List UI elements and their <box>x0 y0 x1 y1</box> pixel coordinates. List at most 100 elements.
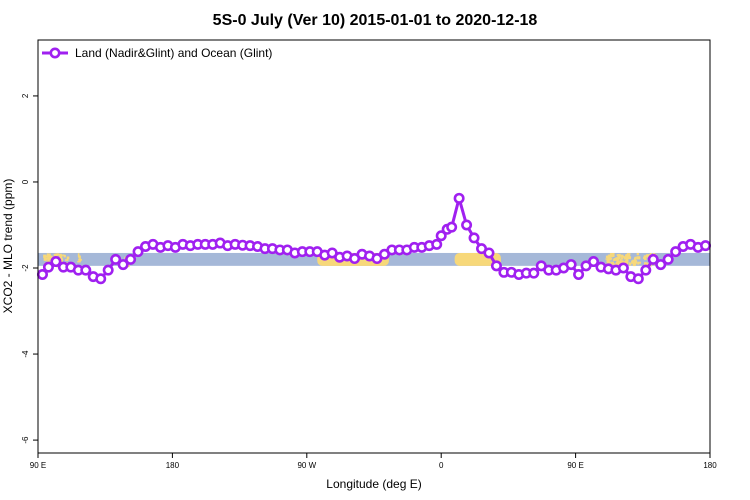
x-tick-label: 180 <box>703 461 717 470</box>
land-speck <box>607 254 610 258</box>
data-point <box>647 253 659 265</box>
data-point <box>435 230 447 242</box>
data-point <box>117 259 129 271</box>
land-speck <box>46 253 49 255</box>
legend: Land (Nadir&Glint) and Ocean (Glint) <box>42 46 272 60</box>
land-speck <box>43 256 47 261</box>
land-speck <box>63 254 66 258</box>
data-point <box>110 253 122 265</box>
land-speck <box>636 252 639 256</box>
x-tick-label: 180 <box>166 461 180 470</box>
land-speck <box>56 253 59 256</box>
data-point <box>80 264 92 276</box>
land-speck <box>616 260 620 265</box>
land-speck <box>620 257 624 260</box>
land-speck <box>611 261 614 265</box>
land-speck <box>615 263 617 266</box>
land-speck <box>613 258 616 261</box>
data-point <box>125 253 137 265</box>
land-speck <box>631 260 634 264</box>
land-speck <box>628 262 632 266</box>
land-speck <box>59 254 63 257</box>
data-point <box>573 268 585 280</box>
land-speck <box>79 258 82 262</box>
data-point <box>670 246 682 258</box>
x-tick-label: 0 <box>439 461 444 470</box>
data-point <box>617 262 629 274</box>
legend-entry: Land (Nadir&Glint) and Ocean (Glint) <box>75 46 272 60</box>
land-speck <box>623 256 628 260</box>
data-point <box>132 246 144 258</box>
land-speck <box>47 256 49 260</box>
x-tick-label: 90 W <box>297 461 316 470</box>
x-axis-label: Longitude (deg E) <box>326 477 421 491</box>
land-speck <box>43 254 47 258</box>
x-tick-label: 90 E <box>30 461 46 470</box>
land-speck <box>66 258 69 262</box>
land-speck <box>605 258 609 260</box>
land-speck <box>643 256 647 260</box>
y-tick-label: 2 <box>21 93 30 98</box>
data-point <box>461 219 473 231</box>
data-point <box>95 273 107 285</box>
land-speck <box>610 254 613 258</box>
data-point <box>632 273 644 285</box>
land-speck <box>643 255 648 258</box>
land-speck <box>645 254 648 257</box>
data-point <box>700 240 712 252</box>
land-speck <box>46 253 51 258</box>
land-speck <box>617 255 620 258</box>
land-speck <box>609 256 611 260</box>
y-tick-label: -6 <box>21 436 30 444</box>
land-speck <box>620 255 625 258</box>
land-speck <box>77 260 81 263</box>
y-tick-label: -4 <box>21 350 30 358</box>
land-speck <box>647 254 651 258</box>
plot-frame <box>37 39 711 454</box>
data-point <box>662 253 674 265</box>
data-point <box>490 260 502 272</box>
x-axis: 90 E 180 90 W 0 90 E 180 <box>30 453 717 470</box>
data-point <box>588 256 600 268</box>
land-speck <box>66 256 70 260</box>
y-tick-label: 0 <box>21 179 30 184</box>
data-point <box>102 264 114 276</box>
legend-marker-icon <box>49 47 61 59</box>
data-point <box>468 232 480 244</box>
land-speck <box>78 255 81 259</box>
data-point <box>50 256 62 268</box>
land-speck <box>616 258 618 262</box>
data-point <box>528 267 540 279</box>
land-speck <box>77 253 80 257</box>
land-speck <box>53 253 58 257</box>
land-speck <box>632 259 636 262</box>
land-speck <box>637 262 640 265</box>
land-speck <box>607 256 610 261</box>
data-point <box>446 221 458 233</box>
land-speck <box>605 255 608 258</box>
land-speck <box>626 254 631 258</box>
land-speck <box>633 263 636 267</box>
series-layer <box>36 192 712 285</box>
data-point <box>431 238 443 250</box>
land-speck <box>606 261 611 264</box>
land-speck <box>608 257 613 260</box>
land-speck <box>616 254 620 257</box>
land-speck <box>633 257 637 261</box>
land-speck <box>45 255 49 258</box>
land-speck <box>47 258 50 261</box>
land-speck <box>65 259 67 262</box>
land-speck <box>62 254 65 256</box>
data-point <box>483 247 495 259</box>
data-point <box>453 192 465 204</box>
land-speck <box>626 253 629 255</box>
chart-title: 5S-0 July (Ver 10) 2015-01-01 to 2020-12… <box>213 12 538 29</box>
land-speck <box>606 259 610 263</box>
x-tick-label: 90 E <box>567 461 583 470</box>
land-speck <box>636 256 641 260</box>
data-point <box>655 259 667 271</box>
land-speck <box>632 261 637 265</box>
land-speck <box>619 260 623 263</box>
y-axis: -6 -4 -2 0 2 <box>21 93 38 444</box>
